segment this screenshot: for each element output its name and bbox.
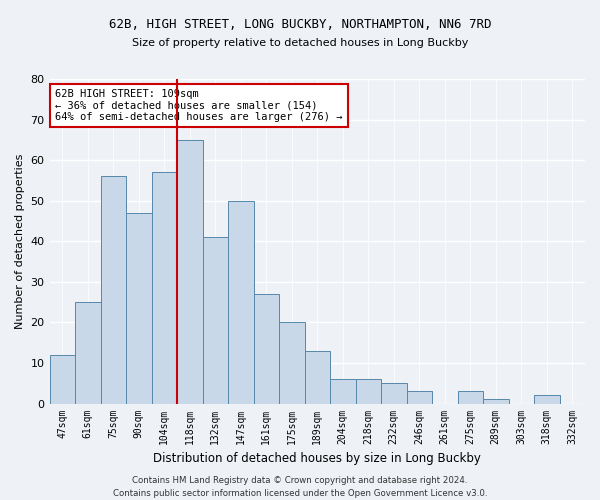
X-axis label: Distribution of detached houses by size in Long Buckby: Distribution of detached houses by size … xyxy=(154,452,481,465)
Text: 62B HIGH STREET: 109sqm
← 36% of detached houses are smaller (154)
64% of semi-d: 62B HIGH STREET: 109sqm ← 36% of detache… xyxy=(55,88,343,122)
Bar xyxy=(101,176,126,404)
Bar xyxy=(407,392,432,404)
Bar xyxy=(50,355,75,404)
Text: 62B, HIGH STREET, LONG BUCKBY, NORTHAMPTON, NN6 7RD: 62B, HIGH STREET, LONG BUCKBY, NORTHAMPT… xyxy=(109,18,491,30)
Bar xyxy=(279,322,305,404)
Bar xyxy=(177,140,203,404)
Bar xyxy=(483,400,509,404)
Bar xyxy=(458,392,483,404)
Bar xyxy=(356,379,381,404)
Bar xyxy=(126,213,152,404)
Bar xyxy=(203,237,228,404)
Bar xyxy=(305,351,330,404)
Y-axis label: Number of detached properties: Number of detached properties xyxy=(15,154,25,329)
Bar xyxy=(330,379,356,404)
Bar xyxy=(534,396,560,404)
Bar xyxy=(254,294,279,404)
Bar xyxy=(228,200,254,404)
Text: Contains HM Land Registry data © Crown copyright and database right 2024.
Contai: Contains HM Land Registry data © Crown c… xyxy=(113,476,487,498)
Bar xyxy=(152,172,177,404)
Text: Size of property relative to detached houses in Long Buckby: Size of property relative to detached ho… xyxy=(132,38,468,48)
Bar xyxy=(381,384,407,404)
Bar xyxy=(75,302,101,404)
